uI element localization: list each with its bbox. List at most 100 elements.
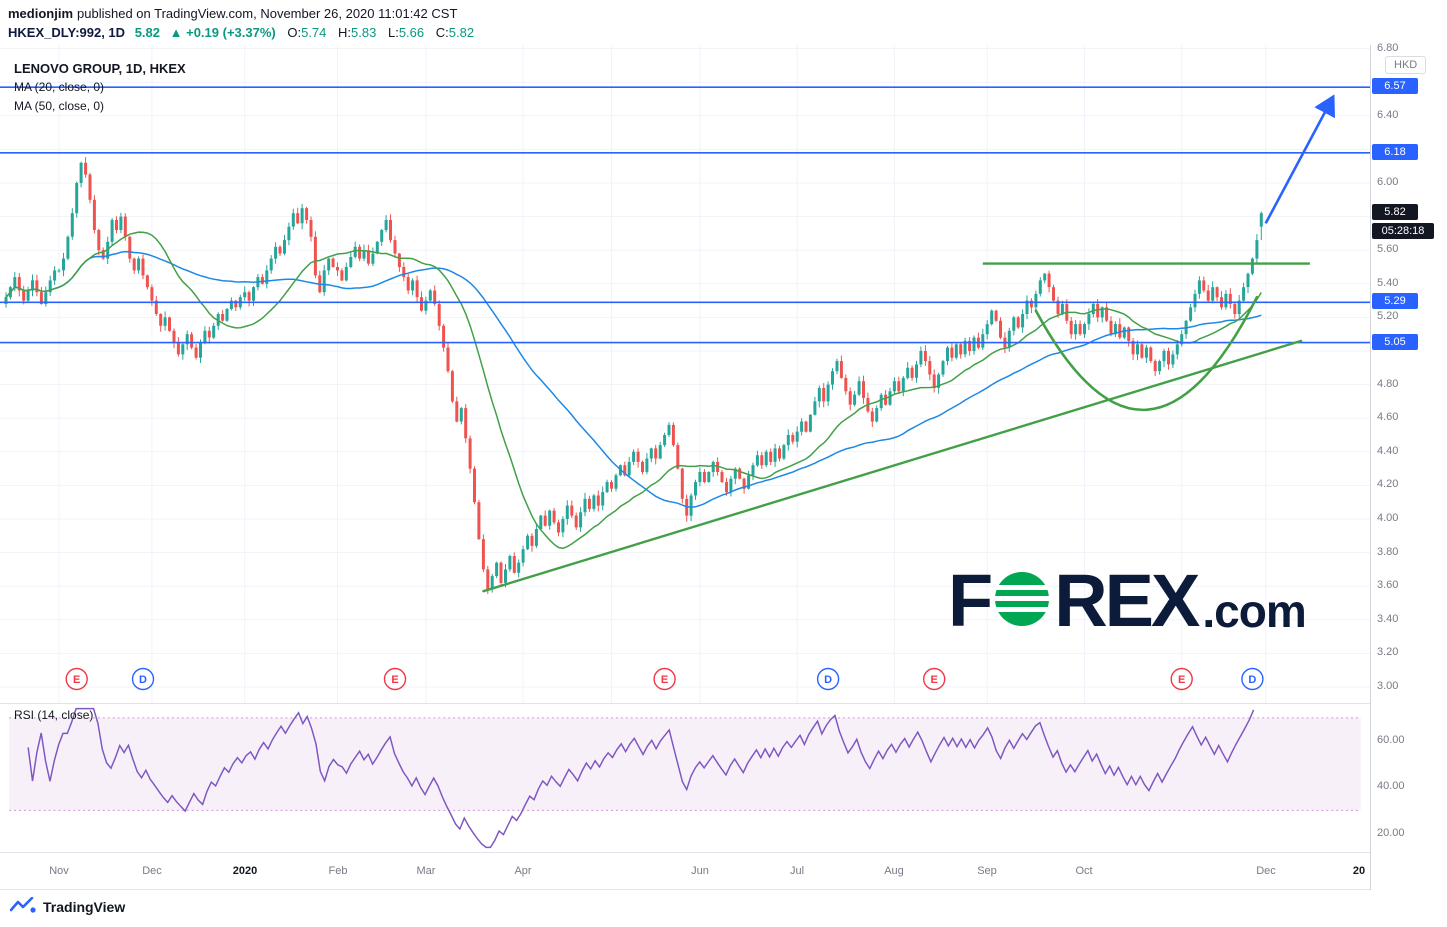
candle[interactable] [17, 277, 21, 291]
candle[interactable] [526, 535, 530, 550]
candle[interactable] [720, 472, 724, 483]
candle[interactable] [981, 334, 985, 348]
candle[interactable] [778, 448, 781, 459]
candle[interactable] [375, 241, 379, 254]
candle[interactable] [340, 270, 344, 281]
candle[interactable] [636, 451, 640, 462]
candle[interactable] [128, 236, 132, 259]
candle[interactable] [442, 325, 446, 348]
candle[interactable] [1158, 361, 1162, 372]
candle[interactable] [773, 448, 777, 462]
candle[interactable] [994, 310, 998, 321]
ma50-line[interactable] [5, 250, 1262, 508]
candle[interactable] [176, 342, 180, 355]
candle[interactable] [1025, 300, 1029, 314]
candle[interactable] [919, 351, 923, 365]
candle[interactable] [963, 340, 967, 355]
candle[interactable] [371, 253, 375, 264]
candle[interactable] [844, 377, 848, 392]
candle[interactable] [808, 414, 812, 432]
candle[interactable] [207, 330, 211, 338]
candle[interactable] [92, 199, 96, 230]
candle[interactable] [168, 317, 171, 331]
candle[interactable] [1144, 347, 1148, 358]
candle[interactable] [870, 411, 874, 422]
candle[interactable] [654, 448, 658, 459]
candle[interactable] [1052, 287, 1055, 301]
candle[interactable] [181, 344, 185, 355]
candle[interactable] [950, 347, 954, 358]
candle[interactable] [145, 275, 149, 288]
candle[interactable] [1237, 300, 1241, 314]
candle[interactable] [313, 236, 317, 276]
candle[interactable] [35, 280, 39, 293]
candle[interactable] [1113, 324, 1117, 335]
legend-symbol-title[interactable]: LENOVO GROUP, 1D, HKEX [14, 61, 186, 76]
candle[interactable] [477, 502, 481, 540]
candle[interactable] [689, 495, 693, 516]
candle[interactable] [415, 280, 419, 298]
candle[interactable] [159, 314, 163, 326]
candle[interactable] [495, 562, 499, 577]
candle[interactable] [517, 562, 521, 573]
candle[interactable] [1127, 327, 1131, 341]
candle[interactable] [543, 515, 547, 526]
candle[interactable] [1171, 354, 1175, 365]
candle[interactable] [623, 465, 627, 476]
legend-ma20[interactable]: MA (20, close, 0) [14, 80, 105, 94]
candle[interactable] [786, 435, 790, 446]
candle[interactable] [22, 290, 26, 301]
candle[interactable] [490, 576, 494, 590]
candle[interactable] [225, 309, 229, 321]
candle[interactable] [402, 267, 406, 278]
candle[interactable] [627, 461, 631, 476]
candle[interactable] [265, 270, 269, 284]
candle[interactable] [1012, 317, 1016, 331]
candle[interactable] [906, 367, 910, 378]
earnings-marker[interactable]: E [653, 667, 676, 691]
candle[interactable] [1180, 334, 1184, 345]
candle[interactable] [1153, 361, 1157, 372]
candle[interactable] [459, 408, 463, 422]
candle[interactable] [309, 220, 313, 237]
candle[interactable] [1167, 351, 1170, 365]
candle[interactable] [862, 381, 865, 398]
candle[interactable] [937, 374, 941, 388]
candle[interactable] [702, 472, 706, 483]
candle[interactable] [548, 510, 552, 526]
ma20-line[interactable] [5, 231, 1262, 550]
candle[interactable] [641, 461, 644, 472]
candle[interactable] [1016, 317, 1020, 328]
tradingview-footer[interactable]: TradingView [9, 896, 125, 917]
level-price-tag[interactable]: 5.05 [1372, 333, 1418, 350]
candle[interactable] [141, 258, 145, 276]
candle[interactable] [1038, 280, 1042, 294]
candle[interactable] [614, 475, 618, 489]
level-price-tag[interactable]: 6.18 [1372, 143, 1418, 160]
candle[interactable] [48, 280, 52, 293]
candle[interactable] [243, 292, 247, 298]
candle[interactable] [835, 361, 839, 372]
candle[interactable] [331, 258, 335, 267]
candle[interactable] [968, 340, 972, 351]
candle[interactable] [892, 381, 896, 392]
candle[interactable] [1007, 330, 1011, 348]
candle[interactable] [1149, 347, 1153, 361]
candle[interactable] [1250, 258, 1254, 274]
candle[interactable] [203, 330, 207, 343]
candle[interactable] [1109, 320, 1113, 335]
candle[interactable] [322, 270, 326, 293]
candle[interactable] [468, 438, 472, 469]
candle[interactable] [875, 408, 879, 422]
level-price-tag[interactable]: 5.29 [1372, 293, 1418, 310]
candle[interactable] [565, 505, 569, 519]
candle[interactable] [1136, 344, 1139, 355]
earnings-marker[interactable]: E [923, 667, 946, 691]
candle[interactable] [769, 451, 773, 462]
dividend-marker[interactable]: D [131, 667, 155, 691]
candle[interactable] [110, 220, 114, 242]
candle[interactable] [1242, 287, 1246, 301]
candle[interactable] [247, 292, 251, 301]
candle[interactable] [274, 246, 278, 259]
